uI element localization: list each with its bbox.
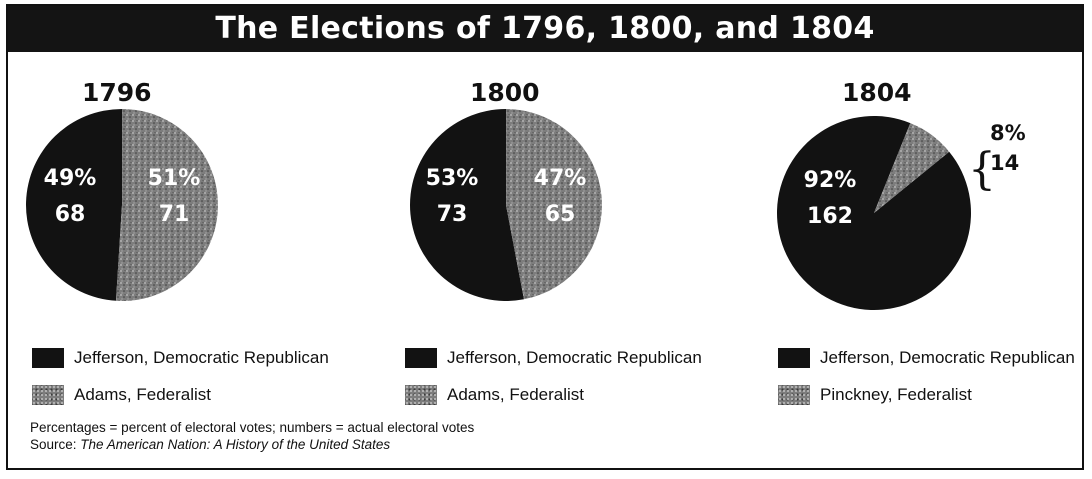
legend-label: Jefferson, Democratic Republican bbox=[820, 348, 1075, 367]
data-label-1804-gray-votes: 14 bbox=[990, 151, 1019, 175]
data-label-1804-gray-percent: 8% bbox=[990, 121, 1026, 145]
legend-item-1800-jefferson: Jefferson, Democratic Republican bbox=[405, 348, 702, 368]
pie-slice-1804-gray bbox=[874, 123, 950, 213]
year-label-1804: 1804 bbox=[842, 78, 912, 107]
data-label-1796-dark-percent: 49% bbox=[44, 166, 97, 191]
pie-slice-1800-dark bbox=[410, 109, 524, 301]
legend-item-1804-jefferson: Jefferson, Democratic Republican bbox=[778, 348, 1075, 368]
legend-item-1804-pinckney: Pinckney, Federalist bbox=[778, 385, 972, 405]
legend-swatch-dark bbox=[778, 348, 810, 368]
legend-item-1796-adams: Adams, Federalist bbox=[32, 385, 211, 405]
legend-swatch-gray bbox=[778, 385, 810, 405]
year-label-1800: 1800 bbox=[470, 78, 540, 107]
source-title: The American Nation: A History of the Un… bbox=[80, 437, 391, 452]
data-label-1800-dark-percent: 53% bbox=[426, 166, 479, 191]
data-label-1796-gray-percent: 51% bbox=[148, 166, 201, 191]
legend-label: Adams, Federalist bbox=[74, 385, 211, 404]
legend-label: Jefferson, Democratic Republican bbox=[74, 348, 329, 367]
data-label-1796-gray-votes: 71 bbox=[159, 202, 190, 227]
legend-label: Jefferson, Democratic Republican bbox=[447, 348, 702, 367]
year-label-1796: 1796 bbox=[82, 78, 152, 107]
source-note: Source: The American Nation: A History o… bbox=[30, 437, 390, 452]
legend-item-1800-adams: Adams, Federalist bbox=[405, 385, 584, 405]
pie-slice-1796-gray bbox=[115, 109, 218, 301]
data-label-1804-dark-votes: 162 bbox=[807, 204, 853, 229]
footnote: Percentages = percent of electoral votes… bbox=[30, 420, 475, 435]
title-bar: The Elections of 1796, 1800, and 1804 bbox=[8, 6, 1082, 52]
data-label-1800-gray-percent: 47% bbox=[534, 166, 587, 191]
source-prefix: Source: bbox=[30, 437, 81, 452]
data-label-1800-dark-votes: 73 bbox=[437, 202, 468, 227]
legend-item-1796-jefferson: Jefferson, Democratic Republican bbox=[32, 348, 329, 368]
pie-slice-1800-gray bbox=[506, 109, 603, 300]
data-label-1800-gray-votes: 65 bbox=[545, 202, 576, 227]
legend-swatch-gray bbox=[32, 385, 64, 405]
pie-slice-1804-dark bbox=[777, 116, 971, 311]
legend-swatch-dark bbox=[32, 348, 64, 368]
chart-title: The Elections of 1796, 1800, and 1804 bbox=[215, 11, 875, 46]
data-label-1804-dark-percent: 92% bbox=[804, 168, 857, 193]
legend-label: Pinckney, Federalist bbox=[820, 385, 972, 404]
legend-swatch-gray bbox=[405, 385, 437, 405]
callout-brace: { bbox=[968, 144, 996, 195]
pie-slice-1796-dark bbox=[25, 109, 122, 301]
legend-swatch-dark bbox=[405, 348, 437, 368]
data-label-1796-dark-votes: 68 bbox=[55, 202, 86, 227]
legend-label: Adams, Federalist bbox=[447, 385, 584, 404]
